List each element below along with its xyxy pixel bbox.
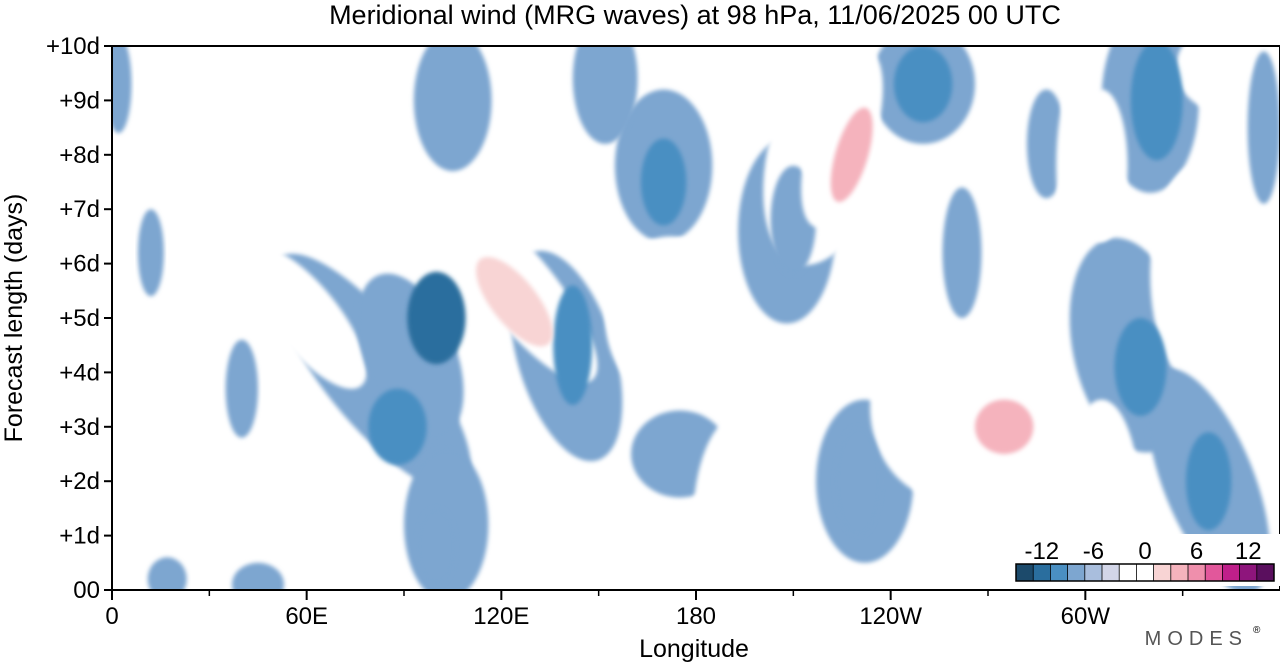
- heatmap-cell-positive: [246, 247, 367, 389]
- x-tick-label: 0: [105, 603, 118, 630]
- y-tick-label: 00: [73, 577, 100, 604]
- y-axis: 00 +1d +2d +3d +4d +5d +6d +7d +8d +9d +10d: [46, 33, 112, 604]
- heatmap-cell-positive: [326, 513, 366, 590]
- heatmap-cell-negative: [1130, 46, 1183, 161]
- colorbar-swatch: [1205, 564, 1223, 581]
- heatmap-cell-negative: [368, 388, 427, 465]
- modes-logo: MODES: [1145, 628, 1248, 650]
- heatmap-cell-positive: [1082, 448, 1122, 558]
- heatmap-cell-negative: [147, 557, 187, 590]
- colorbar-swatch: [1136, 564, 1154, 581]
- x-tick-label: 120W: [859, 603, 922, 630]
- heatmap-cell-negative: [413, 46, 492, 172]
- heatmap-cell-positive: [267, 155, 321, 209]
- heatmap-cell-negative: [1247, 51, 1280, 204]
- heatmap-cell-negative: [835, 426, 881, 536]
- colorbar-swatch: [1256, 564, 1275, 581]
- colorbar-tick-label: 12: [1235, 538, 1262, 565]
- registered-mark: ®: [1253, 625, 1261, 636]
- heatmap-cell-negative: [1026, 89, 1066, 199]
- heatmap-cell-negative: [1185, 432, 1232, 531]
- y-tick-label: +6d: [59, 251, 100, 278]
- y-tick-label: +1d: [59, 523, 100, 550]
- colorbar-swatch: [1016, 564, 1034, 581]
- x-tick-label: 60W: [1061, 603, 1111, 630]
- y-tick-label: +3d: [59, 414, 100, 441]
- colorbar-swatch: [1033, 564, 1051, 581]
- y-tick-label: +2d: [59, 468, 100, 495]
- heatmap-cell-positive: [163, 46, 255, 90]
- colorbar: -12 -6 0 6 12: [1010, 534, 1280, 586]
- heatmap-cell-positive: [475, 256, 553, 347]
- heatmap-cell-positive: [124, 410, 164, 531]
- colorbar-swatch: [1239, 564, 1258, 581]
- heatmap-cell-negative: [893, 46, 953, 123]
- heatmap-cell-positive: [150, 104, 204, 184]
- colorbar-tick-label: -6: [1083, 538, 1104, 565]
- chart-title: Meridional wind (MRG waves) at 98 hPa, 1…: [329, 0, 1061, 30]
- heatmap-cell-negative: [137, 209, 164, 297]
- heatmap-cell-negative: [553, 285, 593, 406]
- heatmap-cell-negative: [416, 508, 456, 585]
- heatmap-cell-negative: [640, 138, 687, 226]
- heatmap-cell-positive: [712, 459, 765, 590]
- heatmap-cell-positive: [1205, 46, 1251, 85]
- heatmap-cell-negative: [1114, 318, 1167, 416]
- heatmap-cell-positive: [1169, 203, 1222, 324]
- heatmap-cell-negative: [112, 46, 132, 134]
- colorbar-swatch: [1119, 564, 1137, 581]
- colorbar-swatch: [1050, 564, 1068, 581]
- colorbar-swatch: [1102, 564, 1120, 581]
- y-tick-label: +9d: [59, 87, 100, 114]
- y-tick-label: +10d: [46, 33, 100, 60]
- y-axis-label: Forecast length (days): [0, 194, 28, 443]
- x-axis: 0 60E 120E 180 120W 60W: [105, 590, 1184, 630]
- colorbar-tick-label: 6: [1190, 538, 1203, 565]
- heatmap-cell-negative: [232, 562, 284, 590]
- y-tick-label: +5d: [59, 305, 100, 332]
- y-tick-label: +8d: [59, 142, 100, 169]
- colorbar-swatch: [1153, 564, 1172, 581]
- colorbar-swatch: [1222, 564, 1240, 581]
- heatmap-cell-positive: [975, 399, 1034, 454]
- colorbar-tick-label: -12: [1024, 538, 1059, 565]
- y-tick-label: +7d: [59, 196, 100, 223]
- x-tick-label: 60E: [285, 603, 328, 630]
- heatmap-cell-positive: [530, 56, 563, 123]
- colorbar-swatch: [1084, 564, 1103, 581]
- heatmap-cell-negative: [225, 339, 258, 438]
- colorbar-tick-label: 0: [1138, 538, 1151, 565]
- heatmap-cell-positive: [497, 46, 610, 200]
- x-axis-label: Longitude: [639, 635, 749, 663]
- colorbar-frame: [1015, 563, 1275, 582]
- colorbar-swatch: [1170, 564, 1189, 581]
- heatmap-layer: [112, 46, 1280, 590]
- heatmap-cell-positive: [1075, 89, 1128, 242]
- x-tick-label: 120E: [473, 603, 529, 630]
- heatmap-cell-negative: [572, 46, 638, 144]
- heatmap-cell-positive: [637, 285, 703, 351]
- y-tick-label: +4d: [59, 359, 100, 386]
- heatmap-cell-negative: [407, 271, 466, 365]
- x-tick-label: 180: [676, 603, 716, 630]
- colorbar-swatch: [1067, 564, 1086, 581]
- heatmap-cell-negative: [942, 187, 982, 318]
- heatmap-cell-positive: [830, 107, 873, 202]
- colorbar-swatch: [1188, 564, 1206, 581]
